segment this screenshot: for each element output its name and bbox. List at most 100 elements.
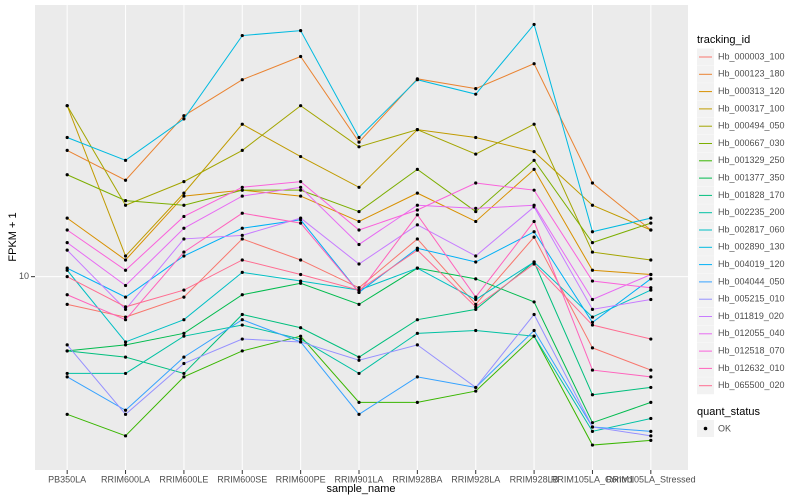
legend-label: Hb_001377_350 xyxy=(718,172,785,182)
legend-label: Hb_012055_040 xyxy=(718,328,785,338)
data-point xyxy=(590,181,595,185)
data-point xyxy=(65,343,69,347)
x-tick-label: RRIM928LA xyxy=(451,474,500,484)
data-point xyxy=(65,349,69,353)
plot-panel xyxy=(35,5,688,470)
data-point xyxy=(299,180,303,184)
data-point xyxy=(415,375,419,379)
data-point xyxy=(474,135,478,140)
data-point xyxy=(123,408,128,412)
data-point xyxy=(590,421,595,425)
data-point xyxy=(474,87,478,91)
shape-legend-point xyxy=(703,426,708,431)
data-point xyxy=(415,213,419,217)
data-point xyxy=(415,208,419,212)
data-point xyxy=(65,216,69,220)
data-point xyxy=(649,221,653,225)
data-point xyxy=(182,331,186,335)
data-point xyxy=(357,185,361,189)
data-point xyxy=(532,62,536,66)
legend-label: Hb_002817_060 xyxy=(718,224,785,234)
data-point xyxy=(299,216,303,220)
data-point xyxy=(590,268,595,272)
data-point xyxy=(123,158,128,162)
data-point xyxy=(182,371,186,376)
data-point xyxy=(415,400,419,404)
data-point xyxy=(474,305,478,309)
data-point xyxy=(299,185,303,189)
data-point xyxy=(182,237,186,241)
data-point xyxy=(649,416,653,421)
data-point xyxy=(357,302,361,306)
data-point xyxy=(182,254,186,258)
data-point xyxy=(123,199,128,203)
data-point xyxy=(415,237,419,241)
data-point xyxy=(240,270,244,274)
data-point xyxy=(299,334,303,338)
x-tick-label: RRIM105LA_Control xyxy=(551,474,634,484)
data-point xyxy=(357,209,361,214)
data-point xyxy=(299,337,303,341)
data-point xyxy=(182,375,186,379)
legend-title: tracking_id xyxy=(697,34,750,46)
data-point xyxy=(299,188,303,192)
data-point xyxy=(357,288,361,292)
data-point xyxy=(415,191,419,195)
data-point xyxy=(649,337,653,341)
data-point xyxy=(415,331,419,335)
y-tick-label: 10 xyxy=(19,271,29,281)
data-point xyxy=(474,209,478,214)
data-point xyxy=(532,167,536,171)
data-point xyxy=(240,188,244,192)
shape-legend-title: quant_status xyxy=(697,406,760,418)
data-point xyxy=(532,188,536,192)
data-point xyxy=(649,277,653,281)
data-point xyxy=(357,135,361,140)
data-point xyxy=(65,293,69,297)
data-point xyxy=(123,283,128,288)
data-point xyxy=(357,412,361,416)
data-point xyxy=(182,295,186,299)
data-point xyxy=(532,235,536,239)
data-point xyxy=(532,219,536,224)
data-point xyxy=(532,150,536,154)
data-point xyxy=(415,78,419,82)
data-point xyxy=(123,434,128,438)
data-point xyxy=(299,104,303,108)
data-point xyxy=(649,288,653,292)
data-point xyxy=(182,355,186,359)
data-point xyxy=(240,233,244,237)
data-point xyxy=(182,180,186,184)
data-point xyxy=(123,340,128,344)
data-point xyxy=(182,214,186,219)
legend-label: Hb_012518_070 xyxy=(718,345,785,355)
legend-label: Hb_004044_050 xyxy=(718,276,785,286)
y-axis-title: FPKM + 1 xyxy=(7,212,19,261)
data-point xyxy=(474,152,478,156)
data-point xyxy=(532,22,536,27)
data-point xyxy=(65,148,69,153)
data-point xyxy=(299,29,303,33)
data-point xyxy=(182,194,186,198)
data-point xyxy=(590,279,595,283)
data-point xyxy=(240,237,244,241)
legend-label: Hb_005215_010 xyxy=(718,294,785,304)
data-point xyxy=(532,312,536,317)
x-tick-label: RRIM928BA xyxy=(392,474,442,484)
data-point xyxy=(65,104,69,108)
x-tick-label: RRIM600LA xyxy=(101,474,150,484)
data-point xyxy=(415,223,419,227)
data-point xyxy=(415,203,419,207)
data-point xyxy=(649,286,653,290)
data-point xyxy=(240,78,244,82)
data-point xyxy=(299,281,303,285)
data-point xyxy=(65,375,69,379)
data-point xyxy=(240,211,244,215)
legend-label: Hb_000494_050 xyxy=(718,121,785,131)
data-point xyxy=(65,173,69,177)
data-point xyxy=(357,358,361,362)
data-point xyxy=(649,438,653,442)
data-point xyxy=(123,305,128,309)
data-point xyxy=(590,346,595,350)
data-point xyxy=(649,368,653,372)
